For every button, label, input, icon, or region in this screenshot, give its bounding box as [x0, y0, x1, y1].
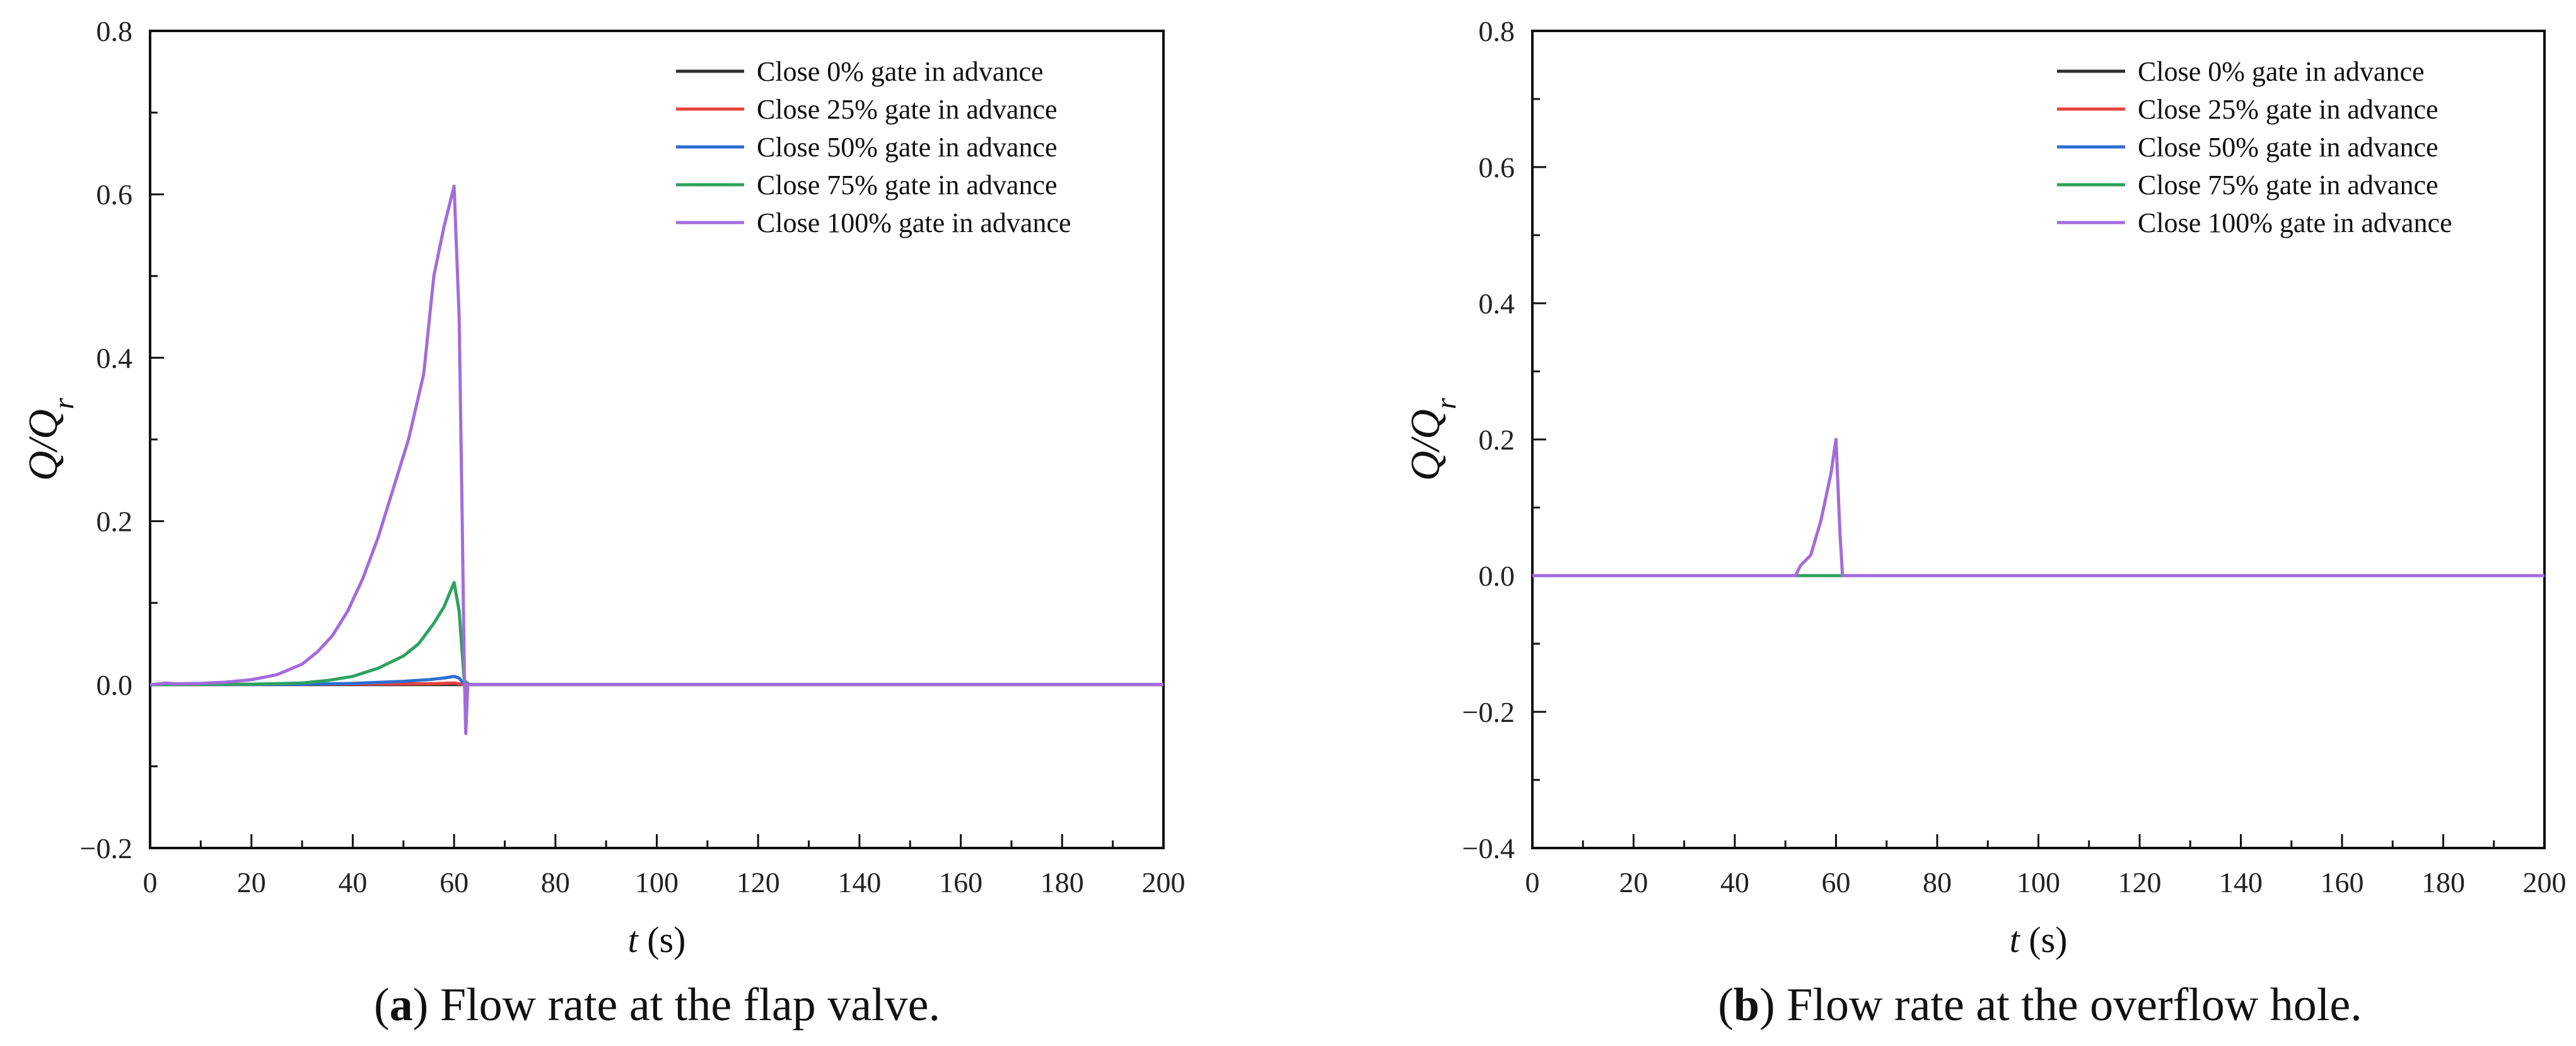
legend-label-2: Close 50% gate in advance: [757, 132, 1058, 163]
caption-paren-open: (: [1718, 979, 1734, 1031]
y-tick-label: −0.4: [1462, 832, 1515, 864]
y-tick-label: 0.4: [96, 342, 133, 374]
x-tick-label: 160: [2321, 866, 2364, 898]
x-axis-var: t: [2010, 919, 2021, 960]
caption-letter: a: [390, 979, 413, 1031]
caption-paren-open: (: [374, 979, 390, 1031]
y-tick-label: −0.2: [1462, 696, 1515, 728]
y-tick-label: 0.2: [96, 506, 133, 538]
caption: (a) Flow rate at the flap valve.: [374, 979, 940, 1031]
caption-paren-close: ): [1759, 979, 1775, 1031]
x-tick-label: 20: [237, 866, 266, 898]
y-tick-label: 0.0: [96, 669, 133, 701]
x-tick-label: 180: [1040, 866, 1084, 898]
y-tick-label: 0.0: [1479, 560, 1515, 592]
legend-label-0: Close 0% gate in advance: [2138, 56, 2425, 87]
x-tick-label: 0: [1525, 866, 1540, 898]
series-line-2: [149, 675, 1163, 687]
y-axis-quantity: Q/Q: [1402, 409, 1448, 481]
y-axis-subscript: r: [1430, 397, 1462, 409]
x-tick-label: 200: [2523, 866, 2567, 898]
x-tick-label: 60: [440, 866, 469, 898]
legend-label-2: Close 50% gate in advance: [2138, 132, 2439, 163]
y-tick-label: 0.8: [96, 15, 133, 47]
x-axis-unit: (s): [2020, 919, 2068, 960]
y-tick-label: 0.6: [1479, 151, 1515, 183]
x-axis-label: t (s): [2010, 919, 2068, 960]
x-axis-unit: (s): [638, 919, 686, 960]
chart-a-flap-valve: 0 20 40 60 80 100 120 140 160 180 200 −0.2 0.0 0.2 0.4…: [20, 15, 1186, 1031]
x-tick-label: 0: [143, 866, 158, 898]
x-tick-label: 60: [1822, 866, 1851, 898]
caption-body: Flow rate at the flap valve.: [428, 979, 940, 1031]
legend-label-3: Close 75% gate in advance: [757, 170, 1058, 200]
y-axis-subscript: r: [47, 397, 79, 409]
legend-label-1: Close 25% gate in advance: [2138, 94, 2439, 125]
x-axis-var: t: [628, 919, 639, 960]
x-tick-label: 140: [837, 866, 881, 898]
y-axis-label: Q/Qr: [1402, 397, 1462, 481]
caption: (b) Flow rate at the overflow hole.: [1718, 979, 2362, 1031]
legend-label-0: Close 0% gate in advance: [757, 56, 1044, 87]
y-tick-label: 0.6: [96, 178, 133, 211]
y-tick-label: 0.2: [1479, 424, 1515, 456]
x-tick-label: 180: [2422, 866, 2465, 898]
x-tick-label: 40: [338, 866, 367, 898]
y-axis-quantity: Q/Q: [20, 409, 66, 481]
x-tick-label: 100: [2017, 866, 2060, 898]
y-tick-label: 0.4: [1479, 288, 1515, 320]
caption-paren-close: ): [413, 979, 429, 1031]
x-tick-label: 120: [737, 866, 780, 898]
x-axis-label: t (s): [628, 919, 686, 960]
chart-b-overflow-hole: 0 20 40 60 80 100 120 140 160 180 200 −0.4 −0.2 0.0 0.…: [1402, 15, 2567, 1031]
x-tick-label: 200: [1142, 866, 1186, 898]
y-tick-label: −0.2: [80, 832, 132, 864]
y-axis-label: Q/Qr: [20, 397, 79, 481]
x-tick-label: 120: [2118, 866, 2162, 898]
y-tick-label: 0.8: [1479, 15, 1515, 47]
series-line-4: [1532, 438, 2544, 578]
x-tick-label: 20: [1619, 866, 1648, 898]
x-tick-label: 80: [541, 866, 570, 898]
legend-label-1: Close 25% gate in advance: [757, 94, 1058, 125]
x-tick-label: 140: [2219, 866, 2263, 898]
legend-label-4: Close 100% gate in advance: [2138, 207, 2452, 238]
x-tick-label: 100: [635, 866, 679, 898]
legend-label-3: Close 75% gate in advance: [2138, 170, 2439, 200]
x-tick-label: 40: [1720, 866, 1749, 898]
caption-body: Flow rate at the overflow hole.: [1775, 979, 2362, 1031]
legend-label-4: Close 100% gate in advance: [757, 207, 1071, 238]
caption-letter: b: [1734, 979, 1759, 1031]
x-tick-label: 80: [1923, 866, 1952, 898]
x-tick-label: 160: [939, 866, 982, 898]
series-line-4: [149, 184, 1163, 736]
